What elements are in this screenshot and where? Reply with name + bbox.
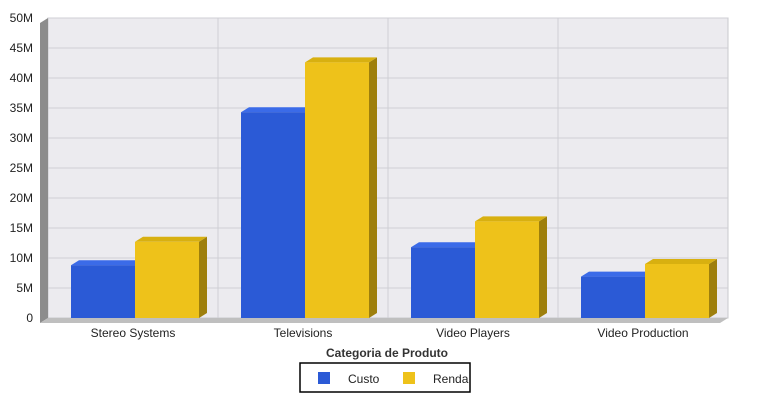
y-tick-label: 45M xyxy=(10,41,33,55)
bar-front xyxy=(305,62,369,319)
y-tick-label: 30M xyxy=(10,131,33,145)
bar xyxy=(71,260,143,318)
bar xyxy=(645,259,717,318)
x-category-label: Video Production xyxy=(597,326,688,340)
bar xyxy=(475,216,547,318)
y-tick-label: 20M xyxy=(10,191,33,205)
bar-front xyxy=(71,265,135,318)
legend-swatch xyxy=(403,372,415,384)
y-tick-label: 0 xyxy=(26,311,33,325)
x-axis-label: Categoria de Produto xyxy=(326,346,448,360)
x-axis-categories: Stereo Systems Televisions Video Players Vi… xyxy=(91,326,689,340)
legend-label: Custo xyxy=(348,372,380,386)
bar xyxy=(411,242,483,318)
bar xyxy=(135,236,207,318)
bar-side xyxy=(539,216,547,318)
y-tick-label: 10M xyxy=(10,251,33,265)
bar xyxy=(581,271,653,318)
floor xyxy=(40,318,728,323)
bar-side xyxy=(199,236,207,318)
bar-top xyxy=(411,242,483,248)
y-tick-label: 25M xyxy=(10,161,33,175)
bar-side xyxy=(709,259,717,318)
x-category-label: Televisions xyxy=(274,326,333,340)
legend: Custo Renda xyxy=(299,362,471,393)
bar-side xyxy=(369,57,377,319)
bar-top xyxy=(305,57,377,63)
legend-label: Renda xyxy=(433,372,469,386)
x-category-label: Video Players xyxy=(436,326,510,340)
bar-top xyxy=(135,236,207,242)
y-tick-label: 15M xyxy=(10,221,33,235)
legend-swatch xyxy=(318,372,330,384)
bar-top xyxy=(581,271,653,277)
bar xyxy=(305,57,377,319)
y-tick-label: 35M xyxy=(10,101,33,115)
bar-top xyxy=(475,216,547,222)
y-tick-label: 50M xyxy=(10,11,33,25)
bar xyxy=(241,107,313,318)
bar-front xyxy=(135,241,199,318)
bar-top xyxy=(241,107,313,113)
bar-front xyxy=(581,276,645,318)
y-tick-label: 5M xyxy=(16,281,33,295)
y-tick-label: 40M xyxy=(10,71,33,85)
bar-front xyxy=(475,221,539,318)
bar-top xyxy=(645,259,717,264)
x-category-label: Stereo Systems xyxy=(91,326,176,340)
bar-front xyxy=(241,112,305,318)
bar-front xyxy=(411,247,475,318)
bar-top xyxy=(71,260,143,266)
left-wall xyxy=(40,18,48,323)
y-axis-ticks: 0 5M 10M 15M 20M 25M 30M 35M 40M 45M 50M xyxy=(10,11,34,325)
bars xyxy=(71,57,717,319)
gridlines xyxy=(48,17,728,318)
bar-front xyxy=(645,264,709,318)
